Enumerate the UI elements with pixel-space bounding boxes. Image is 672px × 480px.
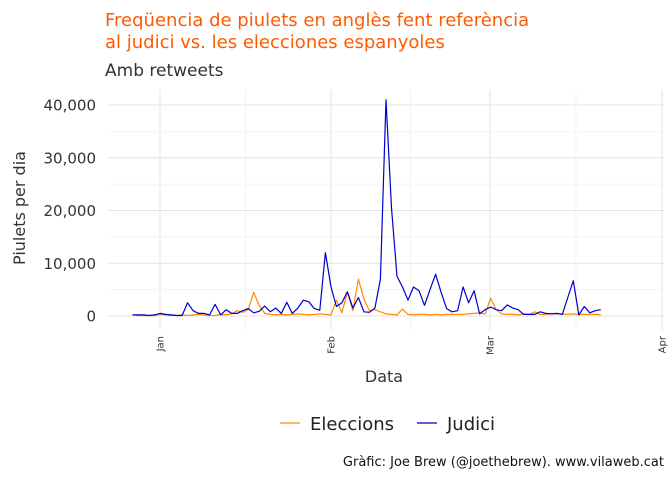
chart-caption: Gràfic: Joe Brew (@joethebrew). www.vila… (343, 455, 664, 470)
chart-subtitle: Amb retweets (105, 61, 224, 81)
y-axis-label: Piulets per dia (10, 151, 29, 265)
y-tick-label: 10,000 (44, 255, 97, 273)
legend-label-eleccions: Eleccions (310, 414, 394, 435)
chart-title-line-1: Freqüencia de piulets en anglès fent ref… (105, 10, 529, 31)
x-tick-label: Mar (486, 335, 497, 355)
x-tick-label: Jan (156, 336, 167, 352)
x-axis-ticks: Jan Feb Mar Apr (156, 335, 669, 355)
y-tick-label: 0 (86, 308, 96, 326)
series-line-judici (132, 99, 601, 317)
chart-title-line-2: al judici vs. les elecciones espanyoles (105, 32, 445, 53)
x-axis-label: Data (365, 367, 403, 386)
legend-label-judici: Judici (446, 414, 495, 435)
series-lines (132, 99, 601, 317)
chart-legend: Eleccions Judici (280, 414, 495, 435)
x-tick-label: Apr (658, 335, 669, 353)
x-tick-label: Feb (327, 336, 338, 354)
y-tick-label: 30,000 (44, 149, 97, 167)
plot-grid (108, 90, 664, 330)
y-tick-label: 20,000 (44, 202, 97, 220)
series-line-eleccions (132, 278, 601, 317)
y-axis-ticks: 0 10,000 20,000 30,000 40,000 (44, 97, 97, 326)
y-tick-label: 40,000 (44, 97, 97, 115)
